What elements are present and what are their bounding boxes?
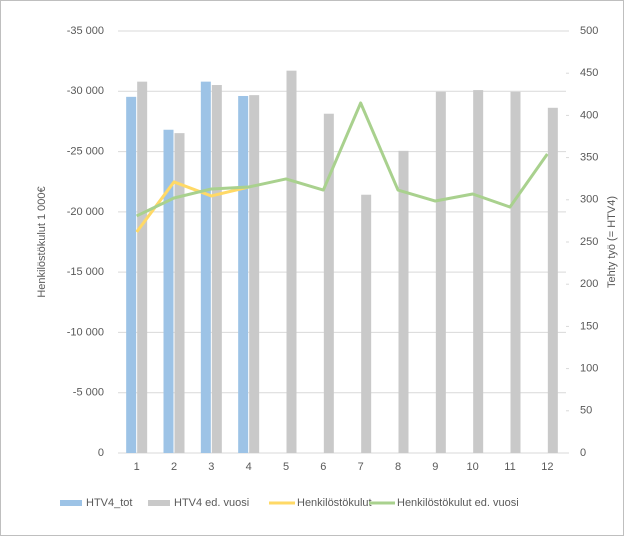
y2-tick-label: 450	[580, 67, 598, 79]
y2-tick-label: 400	[580, 109, 598, 121]
bar	[361, 194, 372, 453]
bar	[473, 90, 484, 453]
x-tick-label: 7	[358, 461, 364, 473]
y-tick-label: 0	[98, 447, 104, 459]
x-tick-label: 6	[320, 461, 326, 473]
bar	[137, 81, 148, 453]
x-tick-label: 4	[246, 461, 252, 473]
y-tick-label: -5 000	[73, 387, 104, 399]
x-tick-label: 3	[208, 461, 214, 473]
bar	[174, 133, 185, 453]
y2-tick-label: 150	[580, 320, 598, 332]
bar	[286, 70, 297, 453]
y-axis-title: Henkilöstökulut 1 000€	[36, 186, 48, 297]
bar	[163, 129, 174, 454]
legend-label: HTV4_tot	[86, 497, 132, 509]
line	[136, 101, 549, 218]
bar	[510, 91, 521, 453]
y-tick-label: -10 000	[67, 326, 104, 338]
y-tick-label: -30 000	[67, 85, 104, 97]
legend-swatch	[60, 500, 82, 506]
bar	[238, 95, 249, 453]
x-tick-label: 2	[171, 461, 177, 473]
y-tick-label: -20 000	[67, 206, 104, 218]
y2-tick-label: 0	[580, 447, 586, 459]
bar	[398, 150, 409, 453]
bar	[211, 85, 222, 454]
x-tick-label: 9	[432, 461, 438, 473]
y2-tick-label: 50	[580, 405, 592, 417]
bar	[249, 95, 260, 454]
bar	[323, 113, 334, 453]
y2-tick-label: 300	[580, 194, 598, 206]
bar	[435, 91, 446, 453]
y2-axis-title: Tehty työ (= HTV4)	[606, 196, 618, 288]
x-tick-label: 1	[134, 461, 140, 473]
legend-label: Henkilöstökulut ed. vuosi	[397, 497, 519, 509]
y2-tick-label: 350	[580, 152, 598, 164]
y2-tick-label: 500	[580, 25, 598, 37]
x-tick-label: 11	[504, 461, 515, 473]
y2-tick-label: 100	[580, 363, 598, 375]
y2-tick-label: 200	[580, 278, 598, 290]
y-tick-label: -15 000	[67, 266, 104, 278]
bar	[126, 96, 137, 453]
y-tick-label: -35 000	[67, 25, 104, 37]
legend-label: Henkilöstökulut	[297, 497, 372, 509]
x-tick-label: 10	[467, 461, 479, 473]
legend-label: HTV4 ed. vuosi	[174, 497, 249, 509]
x-tick-label: 5	[283, 461, 289, 473]
legend-swatch	[148, 500, 170, 506]
y-tick-label: -25 000	[67, 145, 104, 157]
bar	[200, 81, 211, 453]
x-tick-label: 8	[395, 461, 401, 473]
bar	[547, 107, 558, 453]
y2-tick-label: 250	[580, 236, 598, 248]
x-tick-label: 12	[541, 461, 553, 473]
